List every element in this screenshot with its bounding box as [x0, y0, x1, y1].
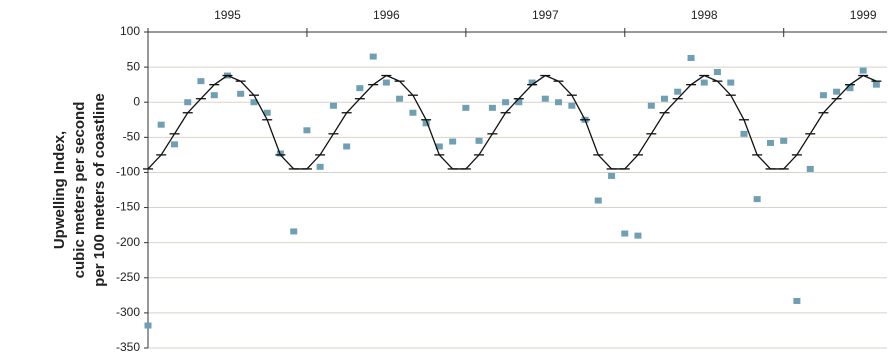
data-point [634, 232, 642, 239]
x-tick-label: 1999 [850, 8, 877, 22]
data-point [568, 102, 576, 109]
data-point [859, 67, 867, 74]
y-tick-label: -300 [116, 305, 140, 319]
data-point [621, 230, 629, 237]
data-point [661, 95, 669, 102]
data-point [369, 53, 377, 60]
data-point [144, 322, 152, 329]
data-point [316, 163, 324, 170]
data-point [502, 99, 510, 106]
y-axis-label: cubic meters per second [71, 102, 88, 279]
data-point [422, 120, 430, 127]
data-point [343, 143, 351, 150]
data-point [449, 138, 457, 145]
y-axis-label: Upwelling Index, [51, 131, 68, 249]
data-point [210, 92, 218, 99]
data-point [356, 85, 364, 92]
data-point [171, 141, 179, 148]
y-tick-label: -50 [123, 130, 141, 144]
data-point [329, 102, 337, 109]
data-point [740, 130, 748, 137]
data-point [250, 99, 258, 106]
x-tick-label: 1998 [691, 8, 718, 22]
data-point [290, 228, 298, 235]
data-point [157, 121, 165, 128]
data-point [608, 172, 616, 179]
data-point [767, 139, 775, 146]
data-point [687, 54, 695, 61]
y-tick-label: 50 [127, 59, 141, 73]
data-point [647, 102, 655, 109]
y-axis-label: per 100 meters of coastline [91, 93, 108, 286]
data-point [528, 79, 536, 86]
data-point [806, 165, 814, 172]
data-point [872, 81, 880, 88]
data-point [819, 92, 827, 99]
data-point [780, 137, 788, 144]
y-tick-label: -250 [116, 270, 140, 284]
data-point [237, 90, 245, 97]
data-point [435, 143, 443, 150]
data-point [515, 99, 523, 106]
y-tick-label: -150 [116, 200, 140, 214]
data-point [303, 127, 311, 134]
data-point [555, 99, 563, 106]
x-tick-label: 1995 [214, 8, 241, 22]
data-point [833, 88, 841, 95]
data-point [846, 85, 854, 92]
data-point [727, 79, 735, 86]
y-tick-label: -100 [116, 165, 140, 179]
data-point [263, 109, 271, 116]
data-point [197, 78, 205, 85]
data-point [594, 197, 602, 204]
data-point [700, 79, 708, 86]
y-tick-label: -350 [116, 340, 140, 354]
data-point [409, 109, 417, 116]
y-tick-label: 100 [120, 24, 140, 38]
data-point [541, 95, 549, 102]
y-tick-label: -200 [116, 235, 140, 249]
data-point [184, 99, 192, 106]
x-tick-label: 1997 [532, 8, 559, 22]
data-point [793, 297, 801, 304]
data-point [462, 104, 470, 111]
data-point [475, 137, 483, 144]
y-tick-label: 0 [133, 94, 140, 108]
data-point [382, 79, 390, 86]
data-point [488, 104, 496, 111]
data-point [753, 196, 761, 203]
data-point [713, 69, 721, 76]
data-point [396, 95, 404, 102]
mean-line [147, 74, 877, 170]
x-tick-label: 1996 [373, 8, 400, 22]
data-point [674, 88, 682, 95]
